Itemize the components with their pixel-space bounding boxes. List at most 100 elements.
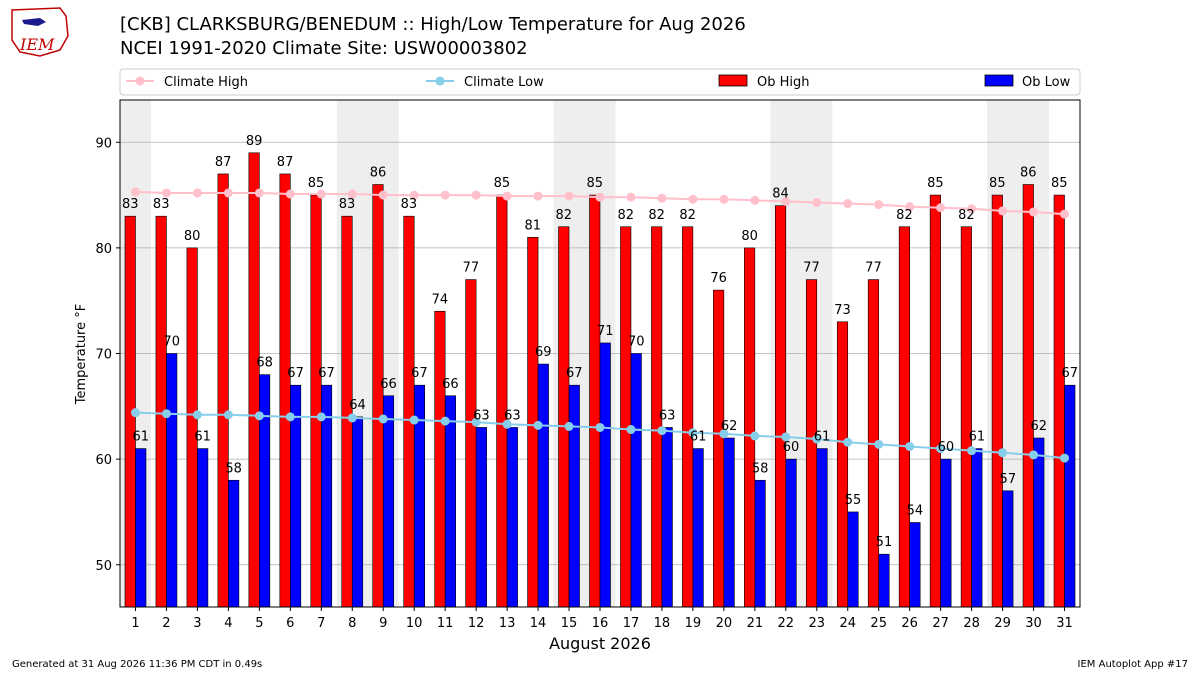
- point-climate-low-31: [1060, 453, 1070, 463]
- label-ob-low-15: 67: [566, 366, 583, 381]
- point-climate-high-20: [719, 194, 729, 204]
- x-tick-label-11: 11: [437, 616, 454, 631]
- bar-ob-low-9: [382, 395, 395, 608]
- label-ob-low-26: 54: [907, 504, 924, 519]
- label-ob-high-2: 83: [153, 197, 170, 212]
- bar-ob-low-5: [259, 374, 271, 608]
- point-climate-high-15: [564, 191, 574, 201]
- bar-ob-low-20: [723, 437, 735, 608]
- point-climate-low-26: [905, 441, 915, 451]
- bar-ob-low-17: [630, 353, 642, 608]
- label-ob-high-1: 83: [122, 197, 139, 212]
- bar-ob-high-24: [836, 321, 849, 608]
- y-tick-label-60: 60: [95, 453, 112, 468]
- bar-ob-high-10: [403, 215, 415, 608]
- bar-ob-high-9: [372, 184, 384, 608]
- point-climate-high-3: [192, 188, 202, 198]
- bar-ob-low-16: [599, 342, 611, 608]
- bar-ob-high-22: [775, 205, 787, 608]
- chart-title: [CKB] CLARKSBURG/BENEDUM :: High/Low Tem…: [120, 14, 746, 35]
- label-ob-low-20: 62: [721, 419, 738, 434]
- point-climate-low-22: [781, 432, 791, 442]
- point-climate-low-11: [440, 416, 450, 426]
- point-climate-high-21: [750, 195, 760, 205]
- legend-frame: [119, 68, 1081, 96]
- legend-climate-high-marker: [135, 76, 145, 86]
- legend-climate-high-label: Climate High: [164, 75, 248, 90]
- label-ob-low-22: 60: [783, 440, 800, 455]
- label-ob-high-4: 87: [215, 155, 232, 170]
- legend-climate-low-label: Climate Low: [464, 75, 544, 90]
- legend: Climate High Climate Low Ob High Ob Low: [119, 68, 1081, 96]
- label-ob-high-7: 85: [308, 176, 325, 191]
- legend-ob-low-label: Ob Low: [1022, 75, 1071, 90]
- point-climate-high-30: [1029, 207, 1039, 217]
- footer-generated-text: Generated at 31 Aug 2026 11:36 PM CDT in…: [12, 659, 263, 670]
- legend-ob-high-label: Ob High: [757, 75, 810, 90]
- climate-lines: [130, 187, 1070, 463]
- label-ob-high-24: 73: [834, 303, 851, 318]
- y-axis-label: Temperature °F: [74, 304, 89, 405]
- label-ob-low-9: 66: [380, 377, 397, 392]
- label-ob-low-25: 51: [876, 535, 893, 550]
- point-climate-high-25: [874, 200, 884, 210]
- point-climate-low-1: [130, 408, 140, 418]
- label-ob-high-28: 82: [958, 208, 975, 223]
- label-ob-low-27: 60: [938, 440, 955, 455]
- label-ob-high-10: 83: [401, 197, 418, 212]
- point-climate-low-15: [564, 421, 574, 431]
- x-tick-label-23: 23: [809, 616, 826, 631]
- bar-ob-high-11: [434, 310, 446, 608]
- x-tick-label-22: 22: [778, 616, 795, 631]
- legend-ob-low-swatch: [984, 74, 1014, 87]
- label-ob-low-30: 62: [1031, 419, 1048, 434]
- label-ob-low-21: 58: [752, 461, 769, 476]
- bar-ob-low-24: [847, 511, 859, 608]
- x-tick-label-13: 13: [499, 616, 516, 631]
- legend-ob-low: Ob Low: [984, 74, 1071, 90]
- x-tick-label-28: 28: [963, 616, 980, 631]
- point-climate-low-2: [161, 409, 171, 419]
- legend-climate-low-marker: [435, 76, 445, 86]
- x-axis-label: August 2026: [549, 634, 651, 653]
- x-tick-label-15: 15: [561, 616, 578, 631]
- point-climate-high-7: [316, 189, 326, 199]
- bar-ob-low-8: [351, 416, 364, 608]
- point-climate-low-29: [998, 448, 1008, 458]
- label-ob-low-11: 66: [442, 377, 459, 392]
- bar-ob-low-4: [228, 479, 240, 608]
- point-climate-high-4: [223, 188, 233, 198]
- x-tick-label-31: 31: [1056, 616, 1073, 631]
- label-ob-high-14: 81: [525, 218, 542, 233]
- legend-climate-low: Climate Low: [426, 75, 544, 90]
- bar-ob-low-25: [878, 553, 890, 608]
- label-ob-low-31: 67: [1061, 366, 1078, 381]
- label-ob-low-28: 61: [969, 430, 986, 445]
- point-climate-low-14: [533, 420, 543, 430]
- legend-ob-high: Ob High: [718, 74, 810, 90]
- point-climate-low-4: [223, 410, 233, 420]
- bar-ob-low-12: [475, 427, 487, 608]
- point-climate-high-13: [502, 191, 512, 201]
- bars: [124, 152, 1076, 608]
- chart-subtitle: NCEI 1991-2020 Climate Site: USW00003802: [120, 38, 528, 59]
- point-climate-low-21: [750, 431, 760, 441]
- x-tick-label-12: 12: [468, 616, 485, 631]
- point-climate-low-12: [471, 417, 481, 427]
- point-climate-high-12: [471, 190, 481, 200]
- x-tick-label-4: 4: [224, 616, 232, 631]
- point-climate-low-23: [812, 434, 822, 444]
- label-ob-high-15: 82: [556, 208, 573, 223]
- footer-app-text: IEM Autoplot App #17: [1077, 659, 1188, 670]
- bar-ob-high-15: [558, 226, 570, 608]
- point-climate-high-19: [688, 194, 698, 204]
- bar-ob-low-2: [166, 353, 178, 608]
- x-tick-label-1: 1: [131, 616, 139, 631]
- point-climate-low-10: [409, 415, 419, 425]
- point-climate-high-17: [626, 192, 636, 202]
- point-climate-low-20: [719, 429, 729, 439]
- bar-ob-high-3: [186, 247, 198, 608]
- point-climate-low-6: [285, 412, 295, 422]
- label-ob-low-13: 63: [504, 408, 521, 423]
- point-climate-low-16: [595, 422, 605, 432]
